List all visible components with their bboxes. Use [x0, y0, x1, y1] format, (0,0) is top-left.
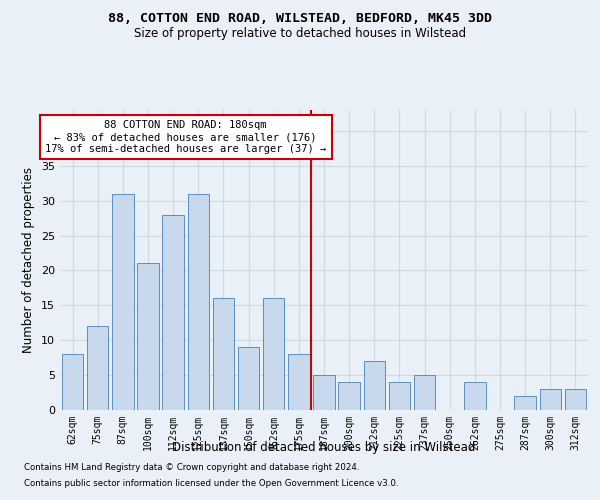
Bar	[414, 375, 435, 410]
Text: Size of property relative to detached houses in Wilstead: Size of property relative to detached ho…	[134, 28, 466, 40]
Bar	[539, 389, 561, 410]
Text: Distribution of detached houses by size in Wilstead: Distribution of detached houses by size …	[172, 441, 476, 454]
Bar	[238, 347, 259, 410]
Bar	[364, 361, 385, 410]
Bar	[263, 298, 284, 410]
Bar	[565, 389, 586, 410]
Text: Contains public sector information licensed under the Open Government Licence v3: Contains public sector information licen…	[24, 478, 398, 488]
Bar	[62, 354, 83, 410]
Bar	[514, 396, 536, 410]
Bar	[163, 214, 184, 410]
Y-axis label: Number of detached properties: Number of detached properties	[22, 167, 35, 353]
Text: 88, COTTON END ROAD, WILSTEAD, BEDFORD, MK45 3DD: 88, COTTON END ROAD, WILSTEAD, BEDFORD, …	[108, 12, 492, 26]
Text: Contains HM Land Registry data © Crown copyright and database right 2024.: Contains HM Land Registry data © Crown c…	[24, 464, 359, 472]
Bar	[137, 264, 158, 410]
Bar	[389, 382, 410, 410]
Bar	[112, 194, 134, 410]
Bar	[87, 326, 109, 410]
Bar	[464, 382, 485, 410]
Text: 88 COTTON END ROAD: 180sqm
← 83% of detached houses are smaller (176)
17% of sem: 88 COTTON END ROAD: 180sqm ← 83% of deta…	[45, 120, 326, 154]
Bar	[213, 298, 234, 410]
Bar	[288, 354, 310, 410]
Bar	[338, 382, 360, 410]
Bar	[313, 375, 335, 410]
Bar	[188, 194, 209, 410]
